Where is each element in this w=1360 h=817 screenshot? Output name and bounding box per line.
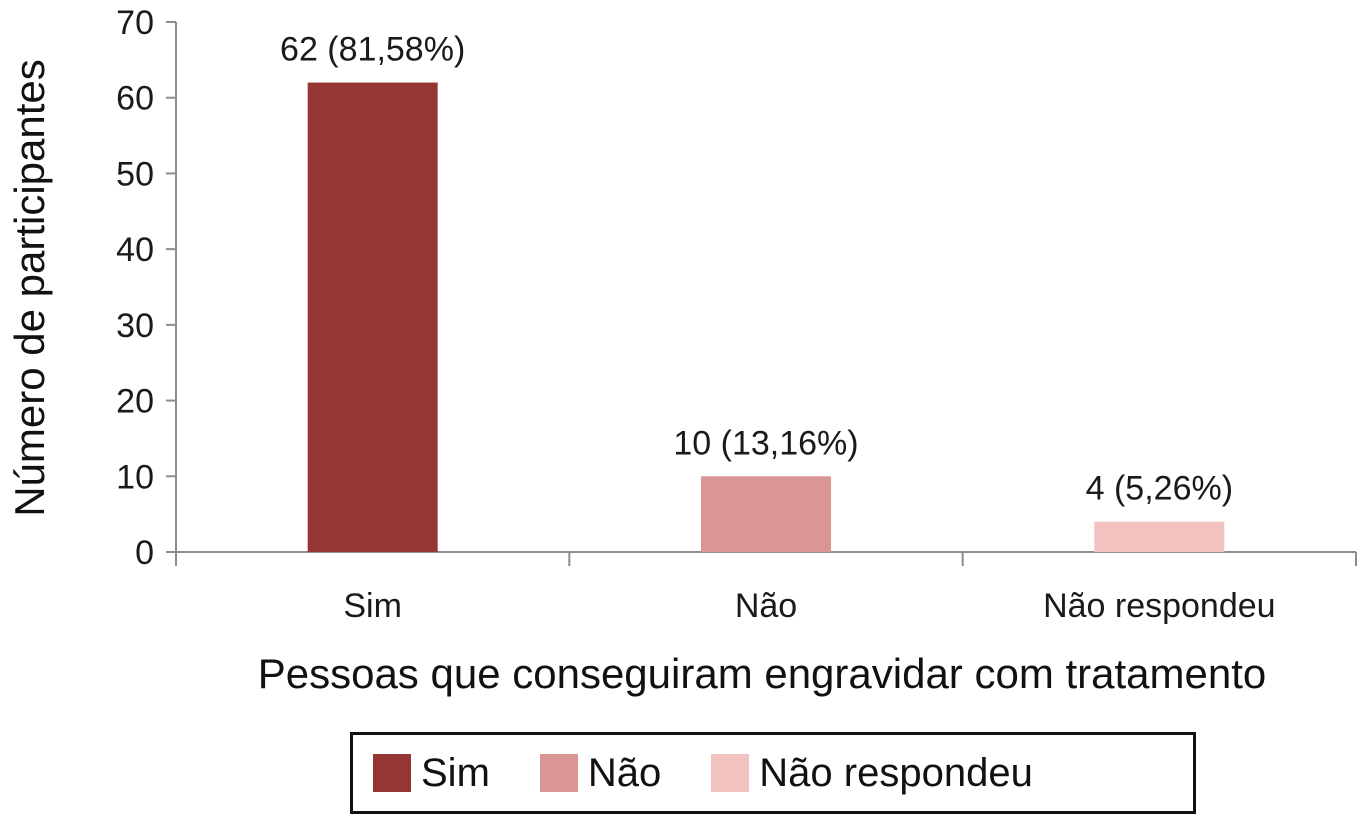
x-axis-title: Pessoas que conseguiram engravidar com t… xyxy=(258,650,1267,697)
y-tick-label: 30 xyxy=(116,307,154,345)
data-labels: 62 (81,58%) 10 (13,16%) 4 (5,26%) xyxy=(280,31,1233,508)
legend-label: Sim xyxy=(421,750,490,795)
y-tick-label: 0 xyxy=(135,534,154,572)
bar xyxy=(701,476,831,552)
legend-label: Não respondeu xyxy=(759,750,1033,795)
legend-label: Não xyxy=(587,750,662,795)
legend-swatch xyxy=(711,754,750,792)
x-tick-label: Sim xyxy=(343,587,402,625)
y-axis: 0 10 20 30 40 50 60 70 xyxy=(116,4,177,572)
bars xyxy=(307,82,1225,553)
y-tick-label: 70 xyxy=(116,4,154,42)
legend-item: Sim xyxy=(373,751,490,796)
data-label: 62 (81,58%) xyxy=(280,31,465,69)
bar xyxy=(1094,521,1225,552)
data-label: 4 (5,26%) xyxy=(1086,470,1233,508)
x-tick-label: Não respondeu xyxy=(1043,587,1276,625)
data-label: 10 (13,16%) xyxy=(673,424,858,462)
legend-swatch xyxy=(373,754,411,792)
x-tick-label: Não xyxy=(735,587,797,625)
y-tick-label: 10 xyxy=(116,458,154,496)
x-axis: Sim Não Não respondeu xyxy=(175,551,1357,625)
y-axis-title: Número de participantes xyxy=(6,59,53,517)
bar xyxy=(307,82,438,553)
legend-swatch xyxy=(539,754,578,792)
y-tick-label: 60 xyxy=(116,80,154,118)
bar-chart: 0 10 20 30 40 50 60 70 Sim Não Não respondeu 62 (… xyxy=(6,4,1357,697)
y-tick-label: 20 xyxy=(116,383,154,421)
y-tick-label: 50 xyxy=(116,155,154,193)
legend-item: Não xyxy=(539,750,662,796)
legend-item: Não respondeu xyxy=(711,751,1033,796)
y-tick-label: 40 xyxy=(116,231,154,269)
legend: Sim Não Não respondeu xyxy=(350,732,1196,814)
